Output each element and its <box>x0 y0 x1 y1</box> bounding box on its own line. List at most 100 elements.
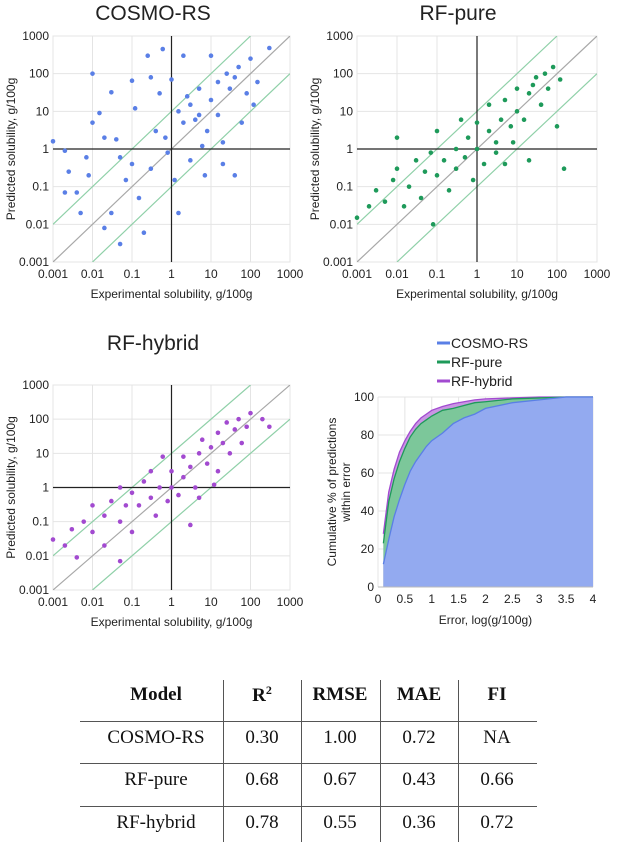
data-point <box>123 177 129 183</box>
data-point <box>267 424 272 430</box>
data-point <box>260 416 265 422</box>
data-point <box>129 490 135 496</box>
data-point <box>84 155 89 160</box>
x-tick-label: 1 <box>168 595 175 609</box>
data-point <box>117 519 123 524</box>
data-point <box>530 82 536 88</box>
data-point <box>181 53 186 58</box>
data-point <box>109 90 114 95</box>
data-point <box>244 91 249 96</box>
data-point <box>208 97 214 103</box>
data-point <box>196 86 202 91</box>
data-point <box>510 140 516 145</box>
data-point <box>248 56 253 61</box>
line-rf-pure <box>382 396 593 544</box>
legend-label: RF-hybrid <box>451 373 512 389</box>
data-point <box>232 427 238 432</box>
data-point <box>145 53 151 58</box>
y-tick-label: 100 <box>333 67 353 81</box>
y-tick-label: 0.1 <box>32 515 49 529</box>
data-point <box>176 492 181 498</box>
y-tick-label: 0.001 <box>19 255 49 269</box>
lower-band-line <box>92 418 290 590</box>
data-point <box>184 94 190 99</box>
y-tick-label: 100 <box>29 67 49 81</box>
data-point <box>90 120 95 125</box>
data-point <box>267 45 272 51</box>
data-point <box>354 215 360 221</box>
data-point <box>554 124 560 129</box>
data-point <box>188 464 193 470</box>
line-rf-hybrid <box>382 396 593 534</box>
x-tick-label: 1 <box>168 267 175 281</box>
data-point <box>153 128 159 134</box>
data-point <box>62 148 68 154</box>
x-tick-label: 1.5 <box>450 592 467 606</box>
y-tick-label: 40 <box>361 504 375 518</box>
data-point <box>251 102 256 108</box>
data-point <box>474 146 480 152</box>
data-point <box>50 537 56 542</box>
x-axis-label: Experimental solubility, g/100g <box>91 615 253 629</box>
y-tick-label: 0 <box>367 580 374 594</box>
data-point <box>215 79 221 85</box>
cumulative-error-chart <box>377 341 594 588</box>
data-point <box>136 503 142 508</box>
data-point <box>74 190 80 195</box>
data-point <box>413 158 419 163</box>
x-tick-label: 10 <box>510 267 524 281</box>
data-point <box>196 451 202 456</box>
x-tick-label: 3.5 <box>558 592 575 606</box>
data-point <box>102 543 107 548</box>
y-tick-label: 20 <box>361 542 375 556</box>
y-tick-label: 0.1 <box>32 180 49 194</box>
data-point <box>236 64 241 70</box>
x-tick-label: 0.001 <box>38 267 68 281</box>
data-point <box>550 64 556 70</box>
x-tick-label: 1000 <box>277 595 304 609</box>
lower-band-line <box>396 73 597 262</box>
x-axis-label: Error, log(g/100g) <box>439 613 532 627</box>
y-tick-label: 0.001 <box>19 583 49 597</box>
data-point <box>401 204 407 209</box>
data-point <box>148 468 154 474</box>
data-point <box>97 110 102 116</box>
y-tick-label: 100 <box>29 412 49 426</box>
y-axis-label-line1: Cumulative % of predictions <box>325 418 339 567</box>
y-tick-label: 1 <box>42 481 49 495</box>
data-point <box>160 46 166 52</box>
y-tick-label: 10 <box>340 104 354 118</box>
data-point <box>486 128 492 134</box>
data-point <box>394 166 400 171</box>
data-point <box>81 519 87 524</box>
data-point <box>561 166 567 171</box>
x-tick-label: 1 <box>428 592 435 606</box>
data-point <box>453 146 459 152</box>
data-point <box>208 53 214 58</box>
data-point <box>196 112 202 118</box>
scatter-plot-cosmo-rs <box>50 35 291 263</box>
scatter-plot-rf-pure <box>354 35 598 263</box>
data-point <box>244 424 249 430</box>
data-point <box>526 158 532 163</box>
data-point <box>129 78 135 84</box>
data-point <box>502 97 508 103</box>
data-point <box>521 117 527 122</box>
x-tick-label: 1000 <box>584 267 611 281</box>
y-tick-label: 0.1 <box>336 180 353 194</box>
data-point <box>498 117 504 122</box>
data-point <box>441 158 447 163</box>
data-point <box>102 225 107 231</box>
data-point <box>422 169 428 174</box>
x-tick-label: 1 <box>474 267 481 281</box>
data-point <box>196 495 202 501</box>
data-point <box>514 86 520 91</box>
y-tick-label: 1000 <box>22 378 49 392</box>
data-point <box>157 485 162 490</box>
data-point <box>113 137 119 142</box>
data-point <box>227 451 233 456</box>
y-axis-label-line2: within error <box>339 462 353 522</box>
data-point <box>557 77 563 82</box>
data-point <box>373 188 379 193</box>
data-point <box>102 135 107 140</box>
